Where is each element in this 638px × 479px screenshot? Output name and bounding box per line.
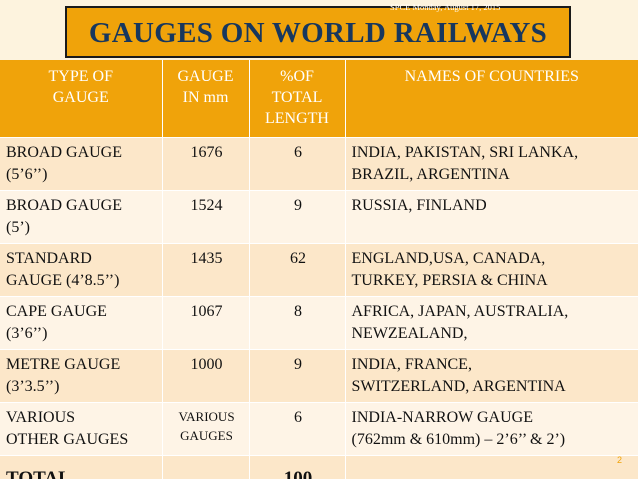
gauge-type-cell: BROAD GAUGE (5’6’’) [0, 136, 163, 190]
gauge-mm-cell: 1067 [162, 295, 250, 349]
gauge-pct-cell: 62 [249, 242, 346, 296]
table-row: STANDARD GAUGE (4’8.5’’) 1435 62 ENGLAND,… [0, 242, 638, 296]
col-header-type: TYPE OF GAUGE [0, 60, 163, 137]
gauge-mm-cell: 1000 [162, 348, 250, 402]
countries-cell: INDIA-NARROW GAUGE (762mm & 610mm) – 2’6’… [345, 401, 638, 455]
slide-title: GAUGES ON WORLD RAILWAYS [88, 17, 548, 49]
table-row: BROAD GAUGE (5’6’’) 1676 6 INDIA, PAKISTA… [0, 136, 638, 190]
header-meta: SPCE Monday, August 17, 2015 [390, 2, 501, 12]
gauge-pct-cell: 9 [249, 189, 346, 243]
col-header-mm: GAUGE IN mm [162, 60, 250, 137]
total-label-cell: TOTAL [0, 454, 163, 479]
table-row: VARIOUS OTHER GAUGES VARIOUS GAUGES 6 INDI… [0, 401, 638, 455]
table-row: CAPE GAUGE (3’6’’) 1067 8 AFRICA, JAPAN, … [0, 295, 638, 349]
countries-cell: INDIA, FRANCE, SWITZERLAND, ARGENTINA [345, 348, 638, 402]
gauge-pct-cell: 9 [249, 348, 346, 402]
table-row: METRE GAUGE (3’3.5’’) 1000 9 INDIA, FRANC… [0, 348, 638, 402]
title-banner: GAUGES ON WORLD RAILWAYS [65, 6, 571, 58]
gauge-type-cell: CAPE GAUGE (3’6’’) [0, 295, 163, 349]
gauge-mm-cell: VARIOUS GAUGES [162, 401, 250, 455]
gauge-pct-cell: 6 [249, 401, 346, 455]
gauge-type-cell: BROAD GAUGE (5’) [0, 189, 163, 243]
total-empty-cell [345, 454, 638, 479]
total-empty-cell [162, 454, 250, 479]
gauge-mm-cell: 1676 [162, 136, 250, 190]
gauge-pct-cell: 8 [249, 295, 346, 349]
col-header-pct: %OF TOTAL LENGTH [249, 60, 346, 137]
total-pct-cell: 100 [249, 454, 346, 479]
page-number: 2 [616, 455, 622, 465]
countries-cell: AFRICA, JAPAN, AUSTRALIA, NEWZEALAND, [345, 295, 638, 349]
countries-cell: ENGLAND,USA, CANADA, TURKEY, PERSIA & CHI… [345, 242, 638, 296]
gauge-mm-cell: 1435 [162, 242, 250, 296]
col-header-countries: NAMES OF COUNTRIES [345, 60, 638, 137]
gauge-type-cell: VARIOUS OTHER GAUGES [0, 401, 163, 455]
gauge-pct-cell: 6 [249, 136, 346, 190]
gauge-mm-cell: 1524 [162, 189, 250, 243]
countries-cell: INDIA, PAKISTAN, SRI LANKA, BRAZIL, ARGEN… [345, 136, 638, 190]
countries-cell: RUSSIA, FINLAND [345, 189, 638, 243]
gauge-table: TYPE OF GAUGE GAUGE IN mm %OF TOTAL LENG… [0, 60, 638, 479]
table-row: BROAD GAUGE (5’) 1524 9 RUSSIA, FINLAND [0, 189, 638, 243]
table-header-row: TYPE OF GAUGE GAUGE IN mm %OF TOTAL LENG… [0, 60, 638, 137]
table-total-row: TOTAL 100 [0, 454, 638, 479]
gauge-type-cell: METRE GAUGE (3’3.5’’) [0, 348, 163, 402]
gauge-type-cell: STANDARD GAUGE (4’8.5’’) [0, 242, 163, 296]
